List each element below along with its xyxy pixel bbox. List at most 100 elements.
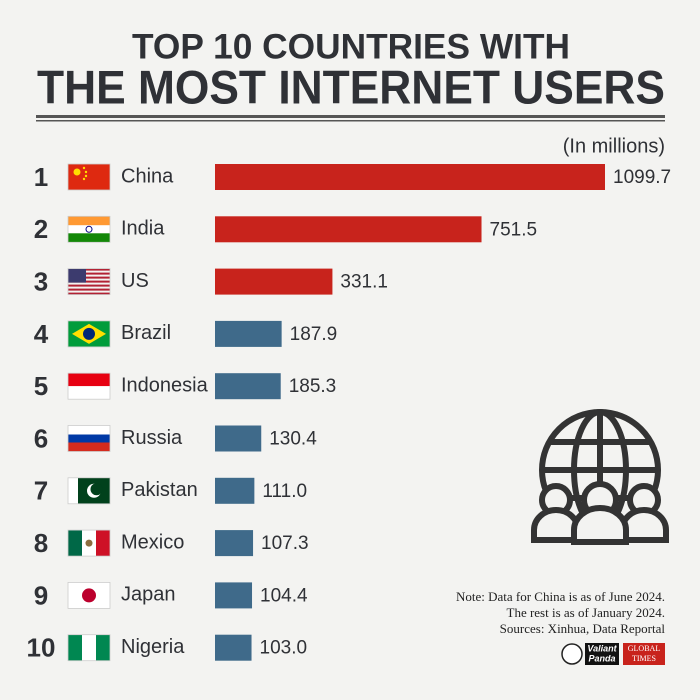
flag bbox=[67, 529, 111, 557]
bar bbox=[215, 216, 482, 243]
value-label: 187.9 bbox=[290, 324, 338, 345]
flag bbox=[67, 372, 111, 400]
title-line: THE MOST INTERNET USERS bbox=[37, 60, 665, 113]
flag bbox=[67, 425, 111, 452]
bar bbox=[215, 320, 282, 347]
flag-part bbox=[68, 530, 82, 557]
flag-part bbox=[68, 292, 110, 295]
value-label: 185.3 bbox=[289, 376, 337, 397]
country-name: US bbox=[121, 270, 149, 292]
flag-part bbox=[90, 483, 103, 496]
flag-border bbox=[67, 425, 111, 452]
flag bbox=[67, 215, 111, 243]
country-name: Indonesia bbox=[121, 374, 209, 396]
flag-part bbox=[85, 225, 93, 233]
flag-border bbox=[67, 320, 111, 348]
flag-part bbox=[68, 280, 110, 283]
flag-part bbox=[68, 164, 110, 190]
flag-part bbox=[68, 272, 110, 275]
value-label: 331.1 bbox=[340, 272, 388, 293]
flag-border bbox=[67, 372, 111, 400]
flag-part bbox=[68, 386, 110, 400]
flag-border bbox=[67, 477, 111, 505]
note: The rest is as of January 2024. bbox=[507, 605, 666, 620]
bar bbox=[215, 634, 252, 661]
bar bbox=[215, 530, 254, 557]
bar bbox=[215, 477, 255, 504]
value-label: 1099.7 bbox=[613, 167, 671, 188]
bar bbox=[215, 268, 333, 295]
country-name: Russia bbox=[121, 427, 183, 449]
flag bbox=[67, 163, 111, 191]
rank: 7 bbox=[34, 476, 48, 506]
flag-part bbox=[96, 530, 110, 557]
title-line: TOP 10 COUNTRIES WITH bbox=[132, 27, 570, 66]
rule bbox=[36, 115, 665, 118]
logo-text: TIMES bbox=[632, 654, 656, 663]
value-label: 751.5 bbox=[490, 219, 538, 240]
rule bbox=[36, 120, 665, 122]
bar bbox=[215, 425, 262, 452]
flag-part bbox=[84, 170, 88, 174]
rank: 1 bbox=[34, 162, 48, 192]
flag-part bbox=[68, 477, 78, 504]
flag-part bbox=[84, 174, 88, 178]
country-name: Brazil bbox=[121, 322, 171, 344]
flag-part bbox=[68, 276, 110, 279]
flag-border bbox=[67, 215, 111, 243]
rank: 5 bbox=[34, 371, 48, 401]
flag-part bbox=[68, 216, 110, 226]
flag-part bbox=[83, 327, 95, 340]
flag-part bbox=[68, 268, 86, 283]
rank: 10 bbox=[27, 633, 56, 663]
country-name: Mexico bbox=[121, 531, 184, 553]
bar bbox=[215, 373, 281, 400]
flag-part bbox=[68, 373, 110, 387]
logos: Valiant Panda GLOBAL TIMES bbox=[561, 643, 665, 665]
rank: 3 bbox=[34, 266, 48, 296]
flag-part bbox=[82, 177, 86, 181]
logo-text: Panda bbox=[588, 653, 615, 663]
rank: 6 bbox=[34, 423, 48, 453]
flag-part bbox=[82, 634, 96, 661]
flag-border bbox=[67, 634, 111, 662]
flag-border bbox=[67, 163, 111, 191]
note: Note: Data for China is as of June 2024. bbox=[456, 589, 665, 604]
flag-part bbox=[82, 166, 86, 170]
bar bbox=[215, 164, 605, 190]
bar bbox=[215, 582, 253, 609]
flag-part bbox=[82, 588, 96, 603]
flag-part bbox=[73, 168, 81, 176]
flag-part bbox=[68, 284, 110, 287]
flag bbox=[67, 320, 111, 348]
country-name: Japan bbox=[121, 584, 176, 606]
flag-part bbox=[68, 434, 110, 443]
value-label: 104.4 bbox=[260, 585, 308, 606]
globe-icon bbox=[531, 409, 669, 545]
flag-part bbox=[68, 225, 110, 234]
logo-text: GLOBAL bbox=[628, 644, 661, 653]
rank: 9 bbox=[34, 580, 48, 610]
flag-part bbox=[68, 442, 110, 452]
rank: 8 bbox=[34, 528, 48, 558]
rank: 2 bbox=[34, 214, 48, 244]
value-label: 130.4 bbox=[269, 429, 317, 450]
flag-border bbox=[67, 268, 111, 296]
flag-part bbox=[68, 634, 82, 661]
flag-part bbox=[68, 268, 110, 271]
flag-part bbox=[68, 425, 110, 435]
flag-part bbox=[68, 233, 110, 243]
country-name: Pakistan bbox=[121, 479, 198, 501]
rank: 4 bbox=[34, 319, 49, 349]
country-name: Nigeria bbox=[121, 636, 185, 658]
flag-border bbox=[67, 529, 111, 557]
country-name: India bbox=[121, 218, 165, 240]
logo-text: Valiant bbox=[587, 643, 617, 653]
unit-label: (In millions) bbox=[563, 135, 665, 157]
flag-border bbox=[67, 582, 111, 609]
flag bbox=[67, 582, 111, 609]
value-label: 111.0 bbox=[262, 481, 307, 502]
country-name: China bbox=[121, 165, 174, 187]
flag bbox=[67, 477, 111, 505]
